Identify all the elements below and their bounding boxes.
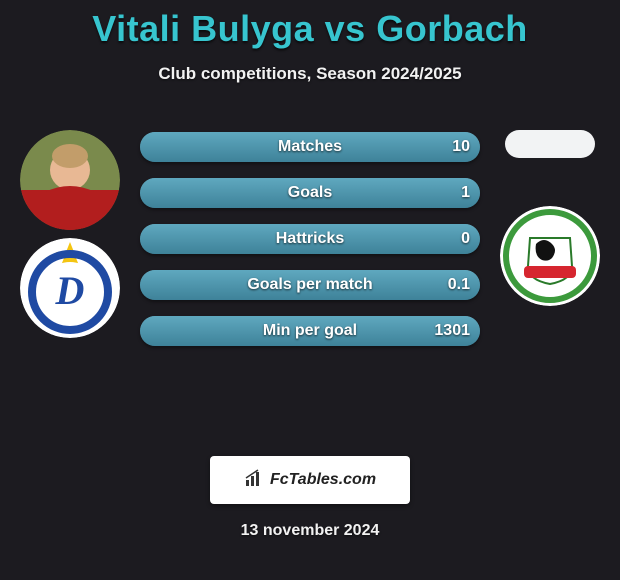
date-label: 13 november 2024 bbox=[0, 522, 620, 540]
subtitle: Club competitions, Season 2024/2025 bbox=[0, 64, 620, 84]
right-club-logo bbox=[500, 206, 600, 306]
stat-bar-fill bbox=[140, 316, 480, 346]
stat-bar-fill bbox=[140, 270, 480, 300]
page-title: Vitali Bulyga vs Gorbach bbox=[0, 0, 620, 50]
left-player-photo bbox=[20, 130, 120, 230]
stat-bar-row: Hattricks0 bbox=[140, 224, 480, 254]
credit-label: FcTables.com bbox=[270, 471, 376, 489]
left-player-column: D bbox=[10, 114, 130, 338]
comparison-content: D Matches10 Goals1 Hattricks0 Goals per mat… bbox=[0, 114, 620, 414]
credit-badge[interactable]: FcTables.com bbox=[210, 456, 410, 504]
left-club-logo: D bbox=[20, 238, 120, 338]
stat-bar-row: Goals1 bbox=[140, 178, 480, 208]
stat-bar-fill bbox=[140, 132, 480, 162]
right-player-column bbox=[490, 114, 610, 306]
stat-bar-fill bbox=[140, 224, 480, 254]
stat-bar-row: Goals per match0.1 bbox=[140, 270, 480, 300]
chart-icon bbox=[244, 468, 264, 493]
right-player-placeholder bbox=[505, 130, 595, 158]
stat-bar-row: Matches10 bbox=[140, 132, 480, 162]
stat-bar-fill bbox=[140, 178, 480, 208]
stat-bars: Matches10 Goals1 Hattricks0 Goals per match… bbox=[140, 132, 480, 362]
stat-bar-row: Min per goal1301 bbox=[140, 316, 480, 346]
svg-text:D: D bbox=[55, 268, 85, 313]
